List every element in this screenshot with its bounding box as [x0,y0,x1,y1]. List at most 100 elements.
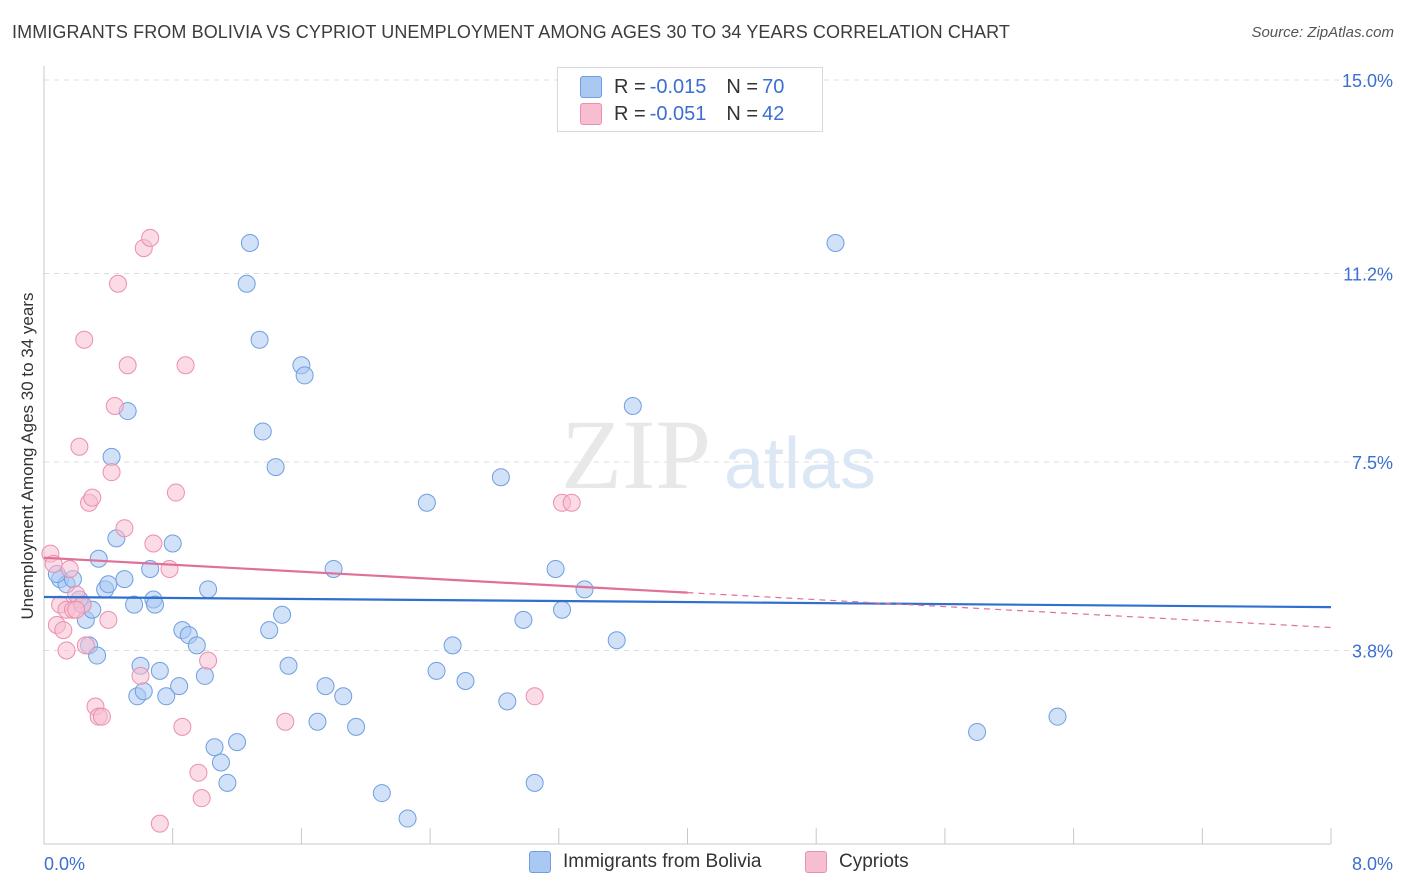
data-point-cypriots [173,717,192,736]
data-point-cypriots [118,356,137,375]
data-point-cypriots [562,493,581,512]
watermark-zip: ZIP [561,399,711,510]
chart-title: IMMIGRANTS FROM BOLIVIA VS CYPRIOT UNEMP… [12,22,1010,42]
data-point-bolivia [491,468,510,487]
y-tick-label: 11.2% [1343,265,1393,285]
r-value: -0.015 [649,75,707,98]
trend-line-cypriots [43,556,688,594]
data-point-bolivia [115,570,134,589]
data-point-bolivia [498,692,517,711]
data-point-bolivia [347,717,366,736]
data-point-bolivia [427,661,446,680]
data-point-bolivia [372,784,391,803]
data-point-bolivia [443,636,462,655]
data-point-cypriots [141,228,160,247]
correlation-legend: R = -0.015 N = 70 R = -0.051 N = 42 [557,67,823,132]
series-bolivia-points [47,233,1067,828]
data-point-bolivia [89,549,108,568]
data-point-cypriots [150,814,169,833]
data-point-cypriots [105,396,124,415]
data-point-cypriots [60,559,79,578]
data-point-bolivia [316,677,335,696]
data-point-bolivia [273,605,292,624]
data-point-bolivia [260,621,279,640]
y-tick-label: 15.0% [1342,71,1393,91]
data-point-bolivia [218,773,237,792]
tick-labels: 3.8% 7.5% 11.2% 15.0% 0.0% 8.0% [44,71,1393,874]
data-point-cypriots [189,763,208,782]
trend-line-bolivia [43,595,1332,609]
data-point-cypriots [75,330,94,349]
data-point-bolivia [253,422,272,441]
data-point-cypriots [525,687,544,706]
y-axis-label: Unemployment Among Ages 30 to 34 years [18,292,37,620]
data-point-bolivia [308,712,327,731]
trend-lines [43,556,1332,629]
data-point-cypriots [67,600,86,619]
data-point-bolivia [205,738,224,757]
data-point-bolivia [228,733,247,752]
data-point-bolivia [266,458,285,477]
blue-swatch-icon [529,851,551,873]
data-point-bolivia [968,722,987,741]
data-point-bolivia [150,661,169,680]
data-point-bolivia [575,580,594,599]
data-point-bolivia [417,493,436,512]
series-cypriots-points [41,228,581,833]
trend-line-cypriots-extension [687,592,1332,629]
data-point-bolivia [170,677,189,696]
data-point-bolivia [163,534,182,553]
n-value: 70 [762,75,785,98]
data-point-bolivia [623,396,642,415]
data-point-bolivia [324,559,343,578]
x-tick-label: 0.0% [44,854,85,874]
legend-row-cypriots: R = -0.051 N = 42 [580,101,784,127]
data-point-cypriots [276,712,295,731]
legend-label: Cypriots [839,851,909,872]
data-point-bolivia [134,682,153,701]
data-point-cypriots [44,554,63,573]
data-point-cypriots [92,707,111,726]
legend-item-bolivia: Immigrants from Bolivia [529,851,762,873]
r-label: R = [614,102,646,125]
data-point-cypriots [115,519,134,538]
data-point-bolivia [195,666,214,685]
source-credit: Source: ZipAtlas.com [1251,24,1394,41]
data-point-bolivia [146,595,165,614]
data-point-bolivia [250,330,269,349]
legend-row-bolivia: R = -0.015 N = 70 [580,74,784,100]
legend-item-cypriots: Cypriots [805,851,909,873]
data-point-cypriots [144,534,163,553]
pink-swatch-icon [805,851,827,873]
data-point-bolivia [334,687,353,706]
data-point-bolivia [211,753,230,772]
data-point-bolivia [279,656,298,675]
data-point-cypriots [83,488,102,507]
data-point-bolivia [553,600,572,619]
data-point-bolivia [295,366,314,385]
data-point-cypriots [76,636,95,655]
data-point-bolivia [102,447,121,466]
blue-swatch-icon [580,76,602,98]
data-point-cypriots [131,666,150,685]
y-tick-label: 3.8% [1352,641,1393,661]
watermark-atlas: atlas [724,424,876,504]
data-point-cypriots [166,483,185,502]
data-point-bolivia [456,672,475,691]
data-point-bolivia [99,575,118,594]
data-point-bolivia [525,773,544,792]
legend-label: Immigrants from Bolivia [563,851,762,872]
r-label: R = [614,75,646,98]
gridlines [44,79,1392,651]
data-point-bolivia [546,559,565,578]
data-point-cypriots [160,559,179,578]
n-value: 42 [762,102,785,125]
x-tick-label: 8.0% [1352,854,1393,874]
data-point-bolivia [826,233,845,252]
data-point-cypriots [70,437,89,456]
data-point-bolivia [88,646,107,665]
data-point-cypriots [109,274,128,293]
data-point-cypriots [176,356,195,375]
data-point-bolivia [125,595,144,614]
